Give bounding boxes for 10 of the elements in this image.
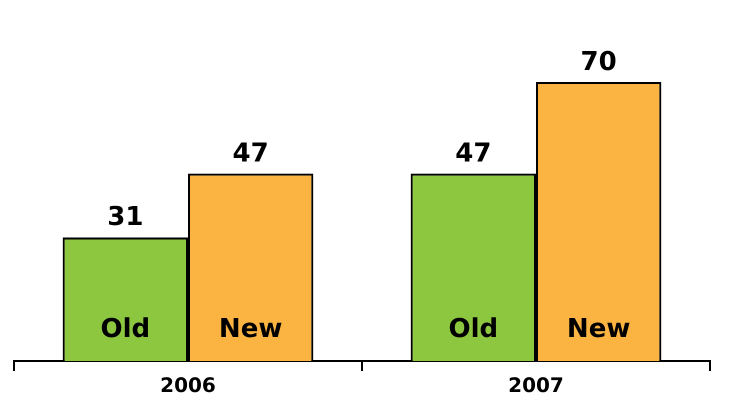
data-label: 31	[107, 202, 144, 232]
x-tick-label: 2006	[160, 373, 216, 398]
x-tick-label: 2007	[508, 373, 564, 398]
data-label: 47	[232, 138, 269, 168]
data-label: 47	[455, 138, 492, 168]
text: New	[566, 314, 630, 344]
series-label: New	[218, 314, 282, 344]
series-label: Old	[100, 314, 150, 344]
text: Old	[448, 314, 498, 344]
data-label: 70	[580, 46, 617, 77]
